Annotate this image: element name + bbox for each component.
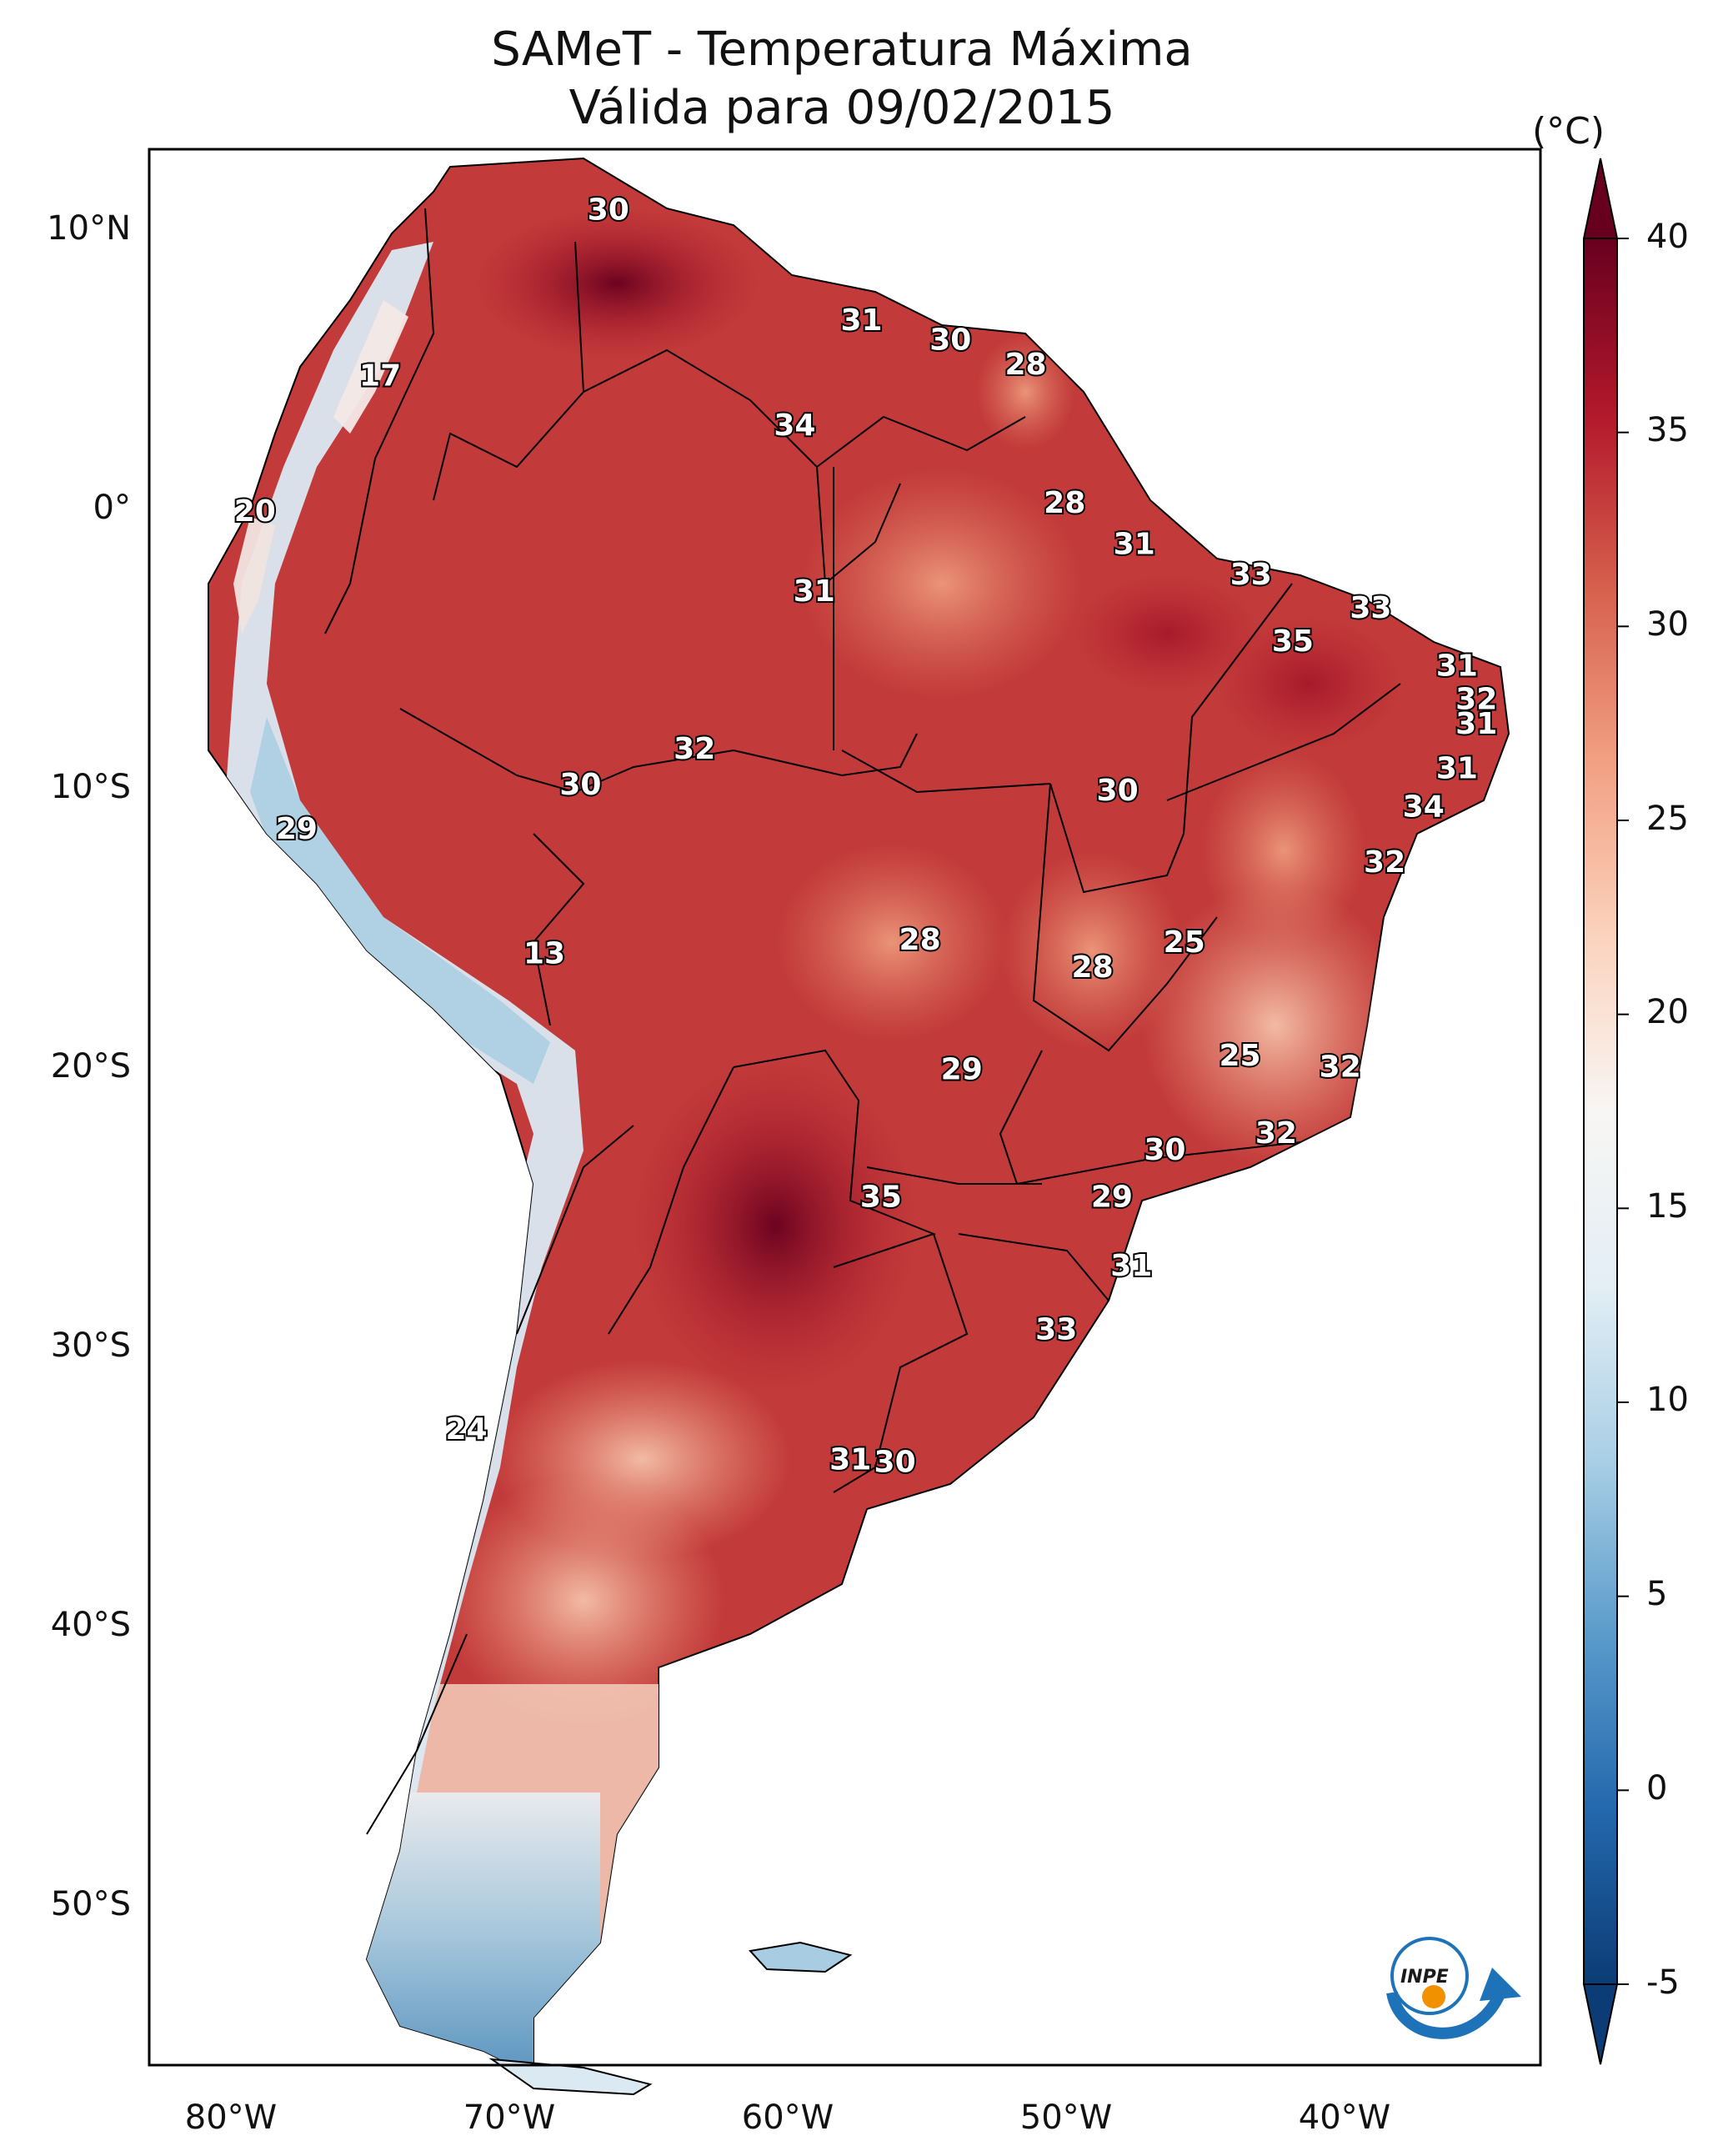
colorbar-bottom-extend: [1582, 1983, 1619, 2065]
colorbar-tick-label: 10: [1646, 1381, 1689, 1419]
contour-label: 34: [1403, 790, 1445, 825]
contour-label: 28: [899, 923, 941, 957]
lat-label: 40°S: [50, 1606, 131, 1644]
lon-label: 80°W: [184, 2098, 278, 2137]
contour-label: 28: [1072, 950, 1114, 985]
lat-label: 10°N: [47, 209, 131, 248]
colorbar: [1582, 158, 1629, 2065]
contour-label: 31: [1436, 649, 1478, 684]
colorbar-tick-label: 25: [1646, 800, 1689, 838]
contour-label: 32: [1455, 682, 1497, 716]
inpe-logo: INPE: [1386, 1937, 1521, 2039]
contour-label: 13: [523, 937, 565, 971]
contour-label: 30: [929, 323, 971, 357]
contour-label: 30: [1097, 774, 1139, 808]
colorbar-unit: (°C): [1532, 110, 1605, 153]
colorbar-tick-label: 20: [1646, 993, 1689, 1031]
colorbar-tick-label: 30: [1646, 605, 1689, 644]
contour-label: 28: [1044, 486, 1085, 520]
colorbar-tick-label: 5: [1646, 1575, 1668, 1613]
lat-label: 50°S: [50, 1885, 131, 1923]
lat-label: 0°: [93, 489, 131, 527]
contour-label: 25: [1164, 925, 1205, 960]
inpe-logo-text: INPE: [1400, 1967, 1449, 1988]
colorbar-top-extend: [1582, 158, 1619, 239]
contour-label: 31: [1110, 1249, 1152, 1283]
contour-label: 29: [941, 1053, 983, 1087]
contour-label: 35: [1272, 624, 1314, 659]
lon-label: 70°W: [463, 2098, 556, 2137]
contour-label: 33: [1350, 591, 1391, 625]
lat-label: 10°S: [50, 768, 131, 806]
lon-label: 50°W: [1019, 2098, 1113, 2137]
contour-label: 32: [1255, 1116, 1297, 1151]
contour-label: 30: [588, 193, 629, 228]
colorbar-tick-label: 15: [1646, 1187, 1689, 1226]
contour-label: 32: [1364, 845, 1405, 880]
contour-label: 29: [1091, 1180, 1133, 1214]
contour-label: 31: [1455, 707, 1497, 741]
contour-label: 25: [1219, 1039, 1260, 1073]
lat-label: 20°S: [50, 1047, 131, 1086]
colorbar-tick-label: 35: [1646, 411, 1689, 449]
contour-label: 30: [559, 768, 601, 802]
colorbar-tick-label: 0: [1646, 1769, 1668, 1808]
map-title: SAMeT - Temperatura Máxima: [491, 23, 1193, 77]
colorbar-body: [1584, 238, 1617, 1984]
contour-label: 20: [234, 494, 276, 529]
colorbar-tick-label: -5: [1646, 1963, 1680, 2002]
contour-label: 30: [874, 1446, 916, 1480]
contour-label: 33: [1035, 1312, 1077, 1346]
contour-label: 24: [445, 1412, 487, 1447]
lon-label: 60°W: [741, 2098, 834, 2137]
contour-label: 33: [1230, 558, 1272, 592]
country-borders: [324, 208, 1401, 1835]
contour-label: 32: [1320, 1050, 1361, 1084]
contour-label: 31: [829, 1442, 871, 1477]
lat-label: 30°S: [50, 1326, 131, 1365]
contour-label: 28: [1004, 348, 1046, 382]
lon-label: 40°W: [1298, 2098, 1391, 2137]
contour-label: 29: [276, 812, 318, 846]
map-frame: [148, 148, 1542, 2067]
contour-label: 34: [774, 409, 815, 443]
contour-label: 30: [1144, 1133, 1185, 1167]
contour-label: 35: [860, 1180, 902, 1214]
contour-label: 17: [359, 358, 401, 393]
colorbar-tick-label: 40: [1646, 218, 1689, 256]
contour-label: 31: [794, 574, 835, 609]
contour-label: 31: [840, 303, 882, 338]
contour-label: 32: [674, 732, 715, 766]
contour-label: 31: [1114, 528, 1155, 562]
contour-label: 31: [1436, 751, 1478, 785]
map-subtitle: Válida para 09/02/2015: [568, 81, 1115, 135]
